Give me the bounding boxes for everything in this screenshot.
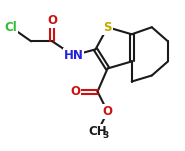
Text: O: O <box>70 85 80 98</box>
Text: O: O <box>102 105 113 118</box>
Text: S: S <box>103 21 112 34</box>
Text: CH: CH <box>88 125 107 138</box>
Text: 3: 3 <box>102 131 109 140</box>
Text: Cl: Cl <box>5 21 17 34</box>
Text: HN: HN <box>63 49 83 62</box>
Text: O: O <box>47 14 57 27</box>
